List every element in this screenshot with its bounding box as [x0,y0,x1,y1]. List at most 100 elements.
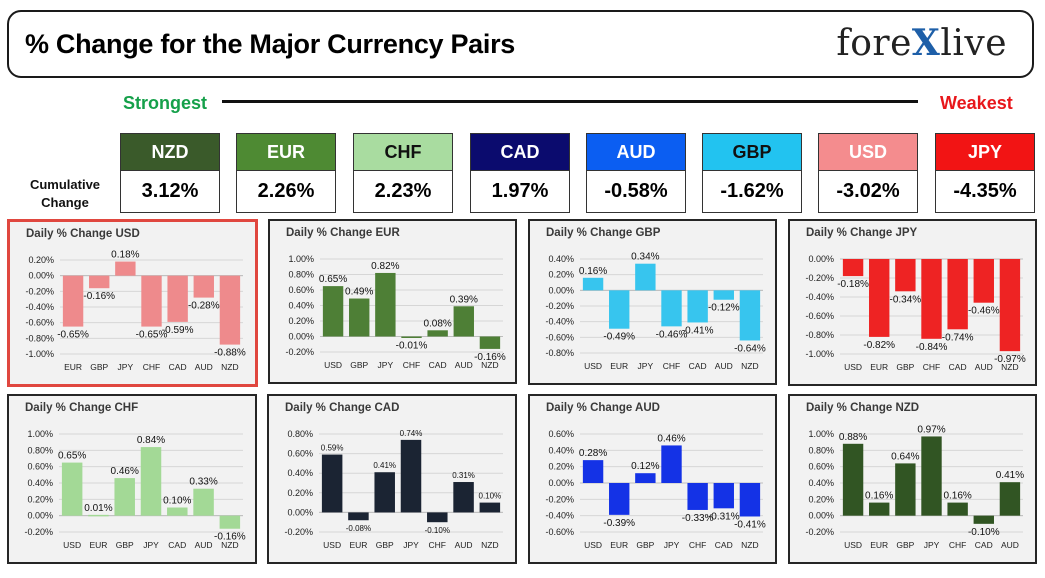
x-tick-label: JPY [143,540,159,550]
rank-box-gbp: GBP -1.62% [702,133,802,213]
chart-title: Daily % Change EUR [286,227,400,239]
bar-aud [193,488,214,516]
y-tick-label: -0.40% [805,292,834,302]
data-label: 0.39% [450,294,478,305]
data-label: 0.74% [400,429,423,438]
bar-eur [609,290,630,329]
data-label: -0.59% [162,325,194,336]
x-tick-label: NZD [741,540,758,550]
y-tick-label: 1.00% [288,254,314,264]
bar-gbp [374,472,395,513]
rank-value: 3.12% [120,171,220,213]
x-tick-label: CHF [143,362,160,372]
bar-gbp [349,298,370,337]
bar-cad [427,330,448,337]
bar-chart: 0.00% -0.20% -0.40% -0.60% -0.80% -1.00% -0.18… [805,254,1025,372]
data-label: 0.64% [891,451,919,462]
bar-chf [141,275,162,327]
x-tick-label: CHF [923,362,940,372]
y-tick-label: -0.60% [25,318,54,328]
data-label: -0.65% [57,330,89,341]
x-tick-label: GBP [896,362,914,372]
y-tick-label: 0.40% [287,468,313,478]
rank-value: 2.23% [353,171,453,213]
chart-title: Daily % Change USD [26,228,140,240]
bar-aud [453,482,474,513]
data-label: 0.97% [917,424,945,435]
bar-jpy [635,263,656,291]
y-tick-label: -0.20% [805,273,834,283]
y-tick-label: 0.60% [27,462,53,472]
data-label: -0.82% [863,340,895,351]
x-tick-label: JPY [924,540,940,550]
weakest-label: Weakest [940,93,1013,113]
y-tick-label: 0.80% [288,270,314,280]
bar-eur [869,259,890,337]
data-label: -0.41% [734,519,766,530]
bar-chart: 1.00% 0.80% 0.60% 0.40% 0.20% 0.00% -0.20% 0.88… [805,424,1024,550]
bar-cad [167,275,188,322]
x-tick-label: USD [844,540,862,550]
data-label: 0.16% [943,491,971,502]
rank-box-chf: CHF 2.23% [353,133,453,213]
rank-currency: JPY [935,133,1035,171]
rank-currency: USD [818,133,918,171]
y-tick-label: 0.60% [808,462,834,472]
bar-aud [973,259,994,303]
x-tick-label: USD [584,361,602,371]
bar-chf [687,483,708,510]
data-label: -0.18% [837,279,869,290]
bar-chart: 0.80%0.60%0.40%0.20%0.00%-0.20%0.59%USD-… [284,429,503,550]
x-tick-label: GBP [350,360,368,370]
y-tick-label: -0.20% [24,527,53,537]
rank-value: -3.02% [818,171,918,213]
data-label: -0.41% [682,325,714,336]
x-tick-label: CAD [949,362,967,372]
x-tick-label: GBP [636,540,654,550]
rank-box-aud: AUD -0.58% [586,133,686,213]
y-tick-label: 0.00% [287,507,313,517]
bar-eur [348,512,369,521]
bar-gbp [89,275,110,289]
y-tick-label: 0.00% [27,511,53,521]
y-tick-label: -0.20% [284,527,313,537]
x-tick-label: CHF [689,540,706,550]
x-tick-label: NZD [1001,362,1018,372]
x-tick-label: JPY [638,361,654,371]
x-tick-label: CAD [169,362,187,372]
bar-nzd [479,336,501,349]
y-tick-label: 0.00% [28,271,54,281]
data-label: -0.39% [603,518,635,529]
data-label: 0.12% [631,461,659,472]
data-label: 0.49% [345,287,373,298]
rank-currency: CAD [470,133,570,171]
chart-panel-aud: Daily % Change AUD 0.60% 0.40% 0.20% 0.00% -0… [528,394,777,564]
rank-value: 2.26% [236,171,336,213]
bar-chf [401,336,422,338]
y-tick-label: 1.00% [27,429,53,439]
data-label: -0.46% [968,306,1000,317]
x-tick-label: USD [323,540,341,550]
chart-title: Daily % Change JPY [806,227,918,239]
y-tick-label: 0.20% [808,494,834,504]
y-tick-label: 0.20% [27,494,53,504]
x-tick-label: JPY [664,540,680,550]
rank-currency: CHF [353,133,453,171]
bar-usd [582,460,604,483]
data-label: -0.34% [890,294,922,305]
cumulative-change-label: Cumulative Change [20,176,110,212]
chart-title: Daily % Change CAD [285,402,400,414]
y-tick-label: 0.20% [28,255,54,265]
bar-chart: 0.60% 0.40% 0.20% 0.00% -0.20% -0.40% -0.60% 0.… [545,429,766,550]
bar-aud [453,306,474,337]
data-label: 0.59% [321,444,344,453]
data-label: -0.33% [682,513,714,524]
x-tick-label: CAD [689,361,707,371]
y-tick-label: 0.80% [27,445,53,455]
chart-title: Daily % Change NZD [806,402,920,414]
data-label: 0.10% [163,496,191,507]
cumulative-label-line2: Change [41,195,89,210]
bar-jpy [921,436,942,516]
data-label: 0.28% [579,448,607,459]
data-label: -0.84% [916,342,948,353]
